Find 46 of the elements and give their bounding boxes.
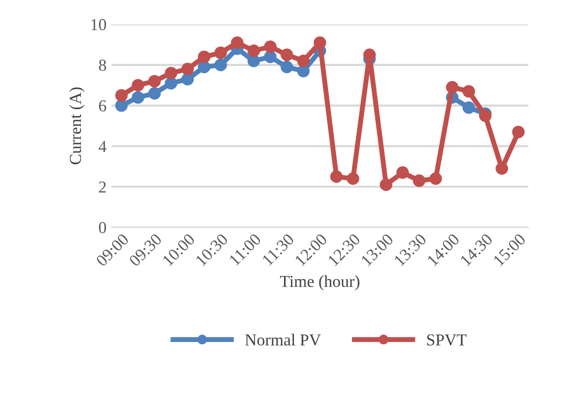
point — [148, 74, 161, 88]
point — [214, 46, 227, 60]
point — [181, 62, 194, 76]
point — [164, 76, 178, 90]
point — [280, 60, 294, 74]
point — [314, 36, 326, 49]
point — [248, 54, 260, 68]
point — [280, 48, 294, 62]
point — [363, 48, 376, 62]
point — [396, 166, 409, 179]
point — [462, 85, 476, 98]
legend-label: SPVT — [427, 334, 467, 346]
point — [198, 60, 210, 74]
x-axis-title: Time (hour) — [280, 275, 360, 290]
y-tick-label: 10 — [91, 19, 106, 30]
y-tick-label: 8 — [98, 60, 106, 71]
legend-label: Normal PV — [245, 334, 321, 346]
point — [297, 54, 310, 68]
point — [496, 162, 508, 175]
point — [198, 50, 210, 64]
point — [462, 101, 476, 114]
point — [115, 99, 128, 112]
point — [429, 172, 442, 185]
y-tick-label: 4 — [98, 140, 106, 152]
point — [446, 81, 458, 94]
point — [164, 66, 178, 80]
point — [264, 50, 277, 64]
point — [512, 126, 525, 138]
point — [248, 44, 260, 57]
point — [330, 170, 343, 183]
point — [132, 91, 144, 104]
point — [230, 36, 244, 49]
y-tick-label: 6 — [99, 100, 106, 112]
point — [297, 64, 310, 78]
y-tick-label: 2 — [99, 182, 106, 193]
y-axis-title: Current (A) — [69, 87, 84, 164]
point — [346, 172, 360, 185]
point — [214, 58, 227, 72]
point — [115, 89, 128, 102]
point — [380, 178, 392, 191]
point — [132, 79, 144, 92]
y-tick-label: 0 — [98, 222, 106, 234]
point — [412, 174, 426, 187]
point — [181, 72, 194, 86]
point — [148, 87, 161, 100]
point — [264, 40, 277, 53]
